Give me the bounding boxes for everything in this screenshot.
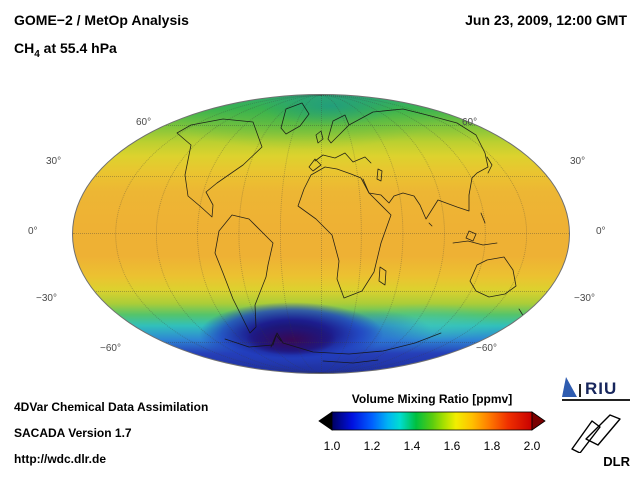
colorbar-tick-2: 1.4	[403, 439, 421, 453]
lat-label-left-m30: −30°	[36, 293, 57, 304]
colorbar-tick-0: 1.0	[323, 439, 341, 453]
species-label: CH	[14, 40, 35, 56]
colorbar-tick-labels: 1.0 1.2 1.4 1.6 1.8 2.0	[318, 439, 546, 453]
species-subscript: 4	[34, 48, 40, 60]
colorbar-tick-3: 1.6	[443, 439, 461, 453]
lat-label-left-30: 30°	[46, 156, 62, 167]
species-level-label: CH4 at 55.4 hPa	[14, 40, 117, 60]
colorbar-title: Volume Mixing Ratio [ppmv]	[351, 392, 513, 406]
riu-logo: RIU	[562, 377, 630, 401]
footer-version-label: SACADA Version 1.7	[14, 426, 132, 440]
pressure-level-label: at 55.4 hPa	[39, 40, 117, 56]
colorbar-tick-5: 2.0	[523, 439, 541, 453]
datetime-label: Jun 23, 2009, 12:00 GMT	[465, 12, 627, 28]
riu-tower-icon	[579, 384, 581, 397]
lat-label-right-m60: −60°	[476, 343, 497, 354]
lat-label-right-30: 30°	[570, 156, 586, 167]
dlr-logo: DLR	[570, 413, 630, 469]
lat-label-left-60: 60°	[136, 117, 152, 128]
world-map	[72, 94, 570, 374]
dlr-wing-icon	[571, 414, 621, 453]
dlr-logo-text: DLR	[603, 454, 630, 469]
lat-label-left-0: 0°	[28, 226, 38, 237]
gridline-meridian-0	[321, 95, 322, 373]
colorbar-tick-1: 1.2	[363, 439, 381, 453]
lat-label-left-m60: −60°	[100, 343, 121, 354]
colorbar-right-arrow-icon	[531, 411, 546, 431]
page-title: GOME−2 / MetOp Analysis	[14, 12, 189, 28]
colorbar-tick-4: 1.8	[483, 439, 501, 453]
coastlines-overlay	[176, 102, 525, 364]
riu-sail-icon	[562, 377, 577, 397]
riu-logo-text: RIU	[585, 379, 618, 398]
lat-label-right-m30: −30°	[574, 293, 595, 304]
footer-assimilation-label: 4DVar Chemical Data Assimilation	[14, 400, 209, 414]
footer-url-label: http://wdc.dlr.de	[14, 452, 106, 466]
colorbar: Volume Mixing Ratio [ppmv]	[318, 392, 546, 453]
lat-label-right-60: 60°	[462, 117, 478, 128]
lat-label-right-0: 0°	[596, 226, 606, 237]
colorbar-left-arrow-icon	[318, 411, 333, 431]
gridline-meridian-30	[279, 95, 363, 373]
colorbar-gradient	[318, 411, 546, 431]
